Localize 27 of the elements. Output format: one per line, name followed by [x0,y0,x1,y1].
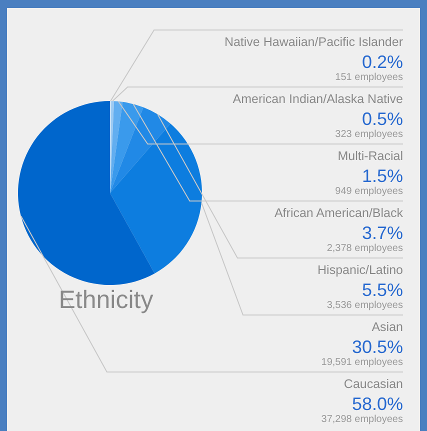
pie-slice [110,101,123,193]
slice-label: Native Hawaiian/Pacific Islander [224,35,403,49]
data-label: 58.0% [352,394,403,414]
slice-label: Multi-Racial [338,149,403,163]
slice-label: Hispanic/Latino [318,263,404,277]
data-label: 1.5% [362,166,403,186]
data-label: 0.5% [362,109,403,129]
slice-label: Caucasian [344,377,404,391]
text: 37,298 employees [321,414,403,425]
slice-label: Asian [372,320,404,334]
pie-slice [110,124,202,274]
text: 151 employees [335,72,403,83]
data-label: 3.7% [362,223,403,243]
text: 323 employees [335,129,403,140]
slice-label: African American/Black [274,206,404,220]
pie-slice [110,102,144,193]
text: Ethnicity [58,286,154,314]
text: 949 employees [335,186,403,197]
data-label: 0.2% [362,52,403,72]
text: 19,591 employees [321,357,403,368]
data-label: 30.5% [352,337,403,357]
data-label: 5.5% [362,280,403,300]
pie-slice [110,107,170,193]
text: 2,378 employees [326,243,403,254]
text: 3,536 employees [326,300,403,311]
slice-label: American Indian/Alaska Native [232,92,404,106]
pie-slice [18,101,155,285]
